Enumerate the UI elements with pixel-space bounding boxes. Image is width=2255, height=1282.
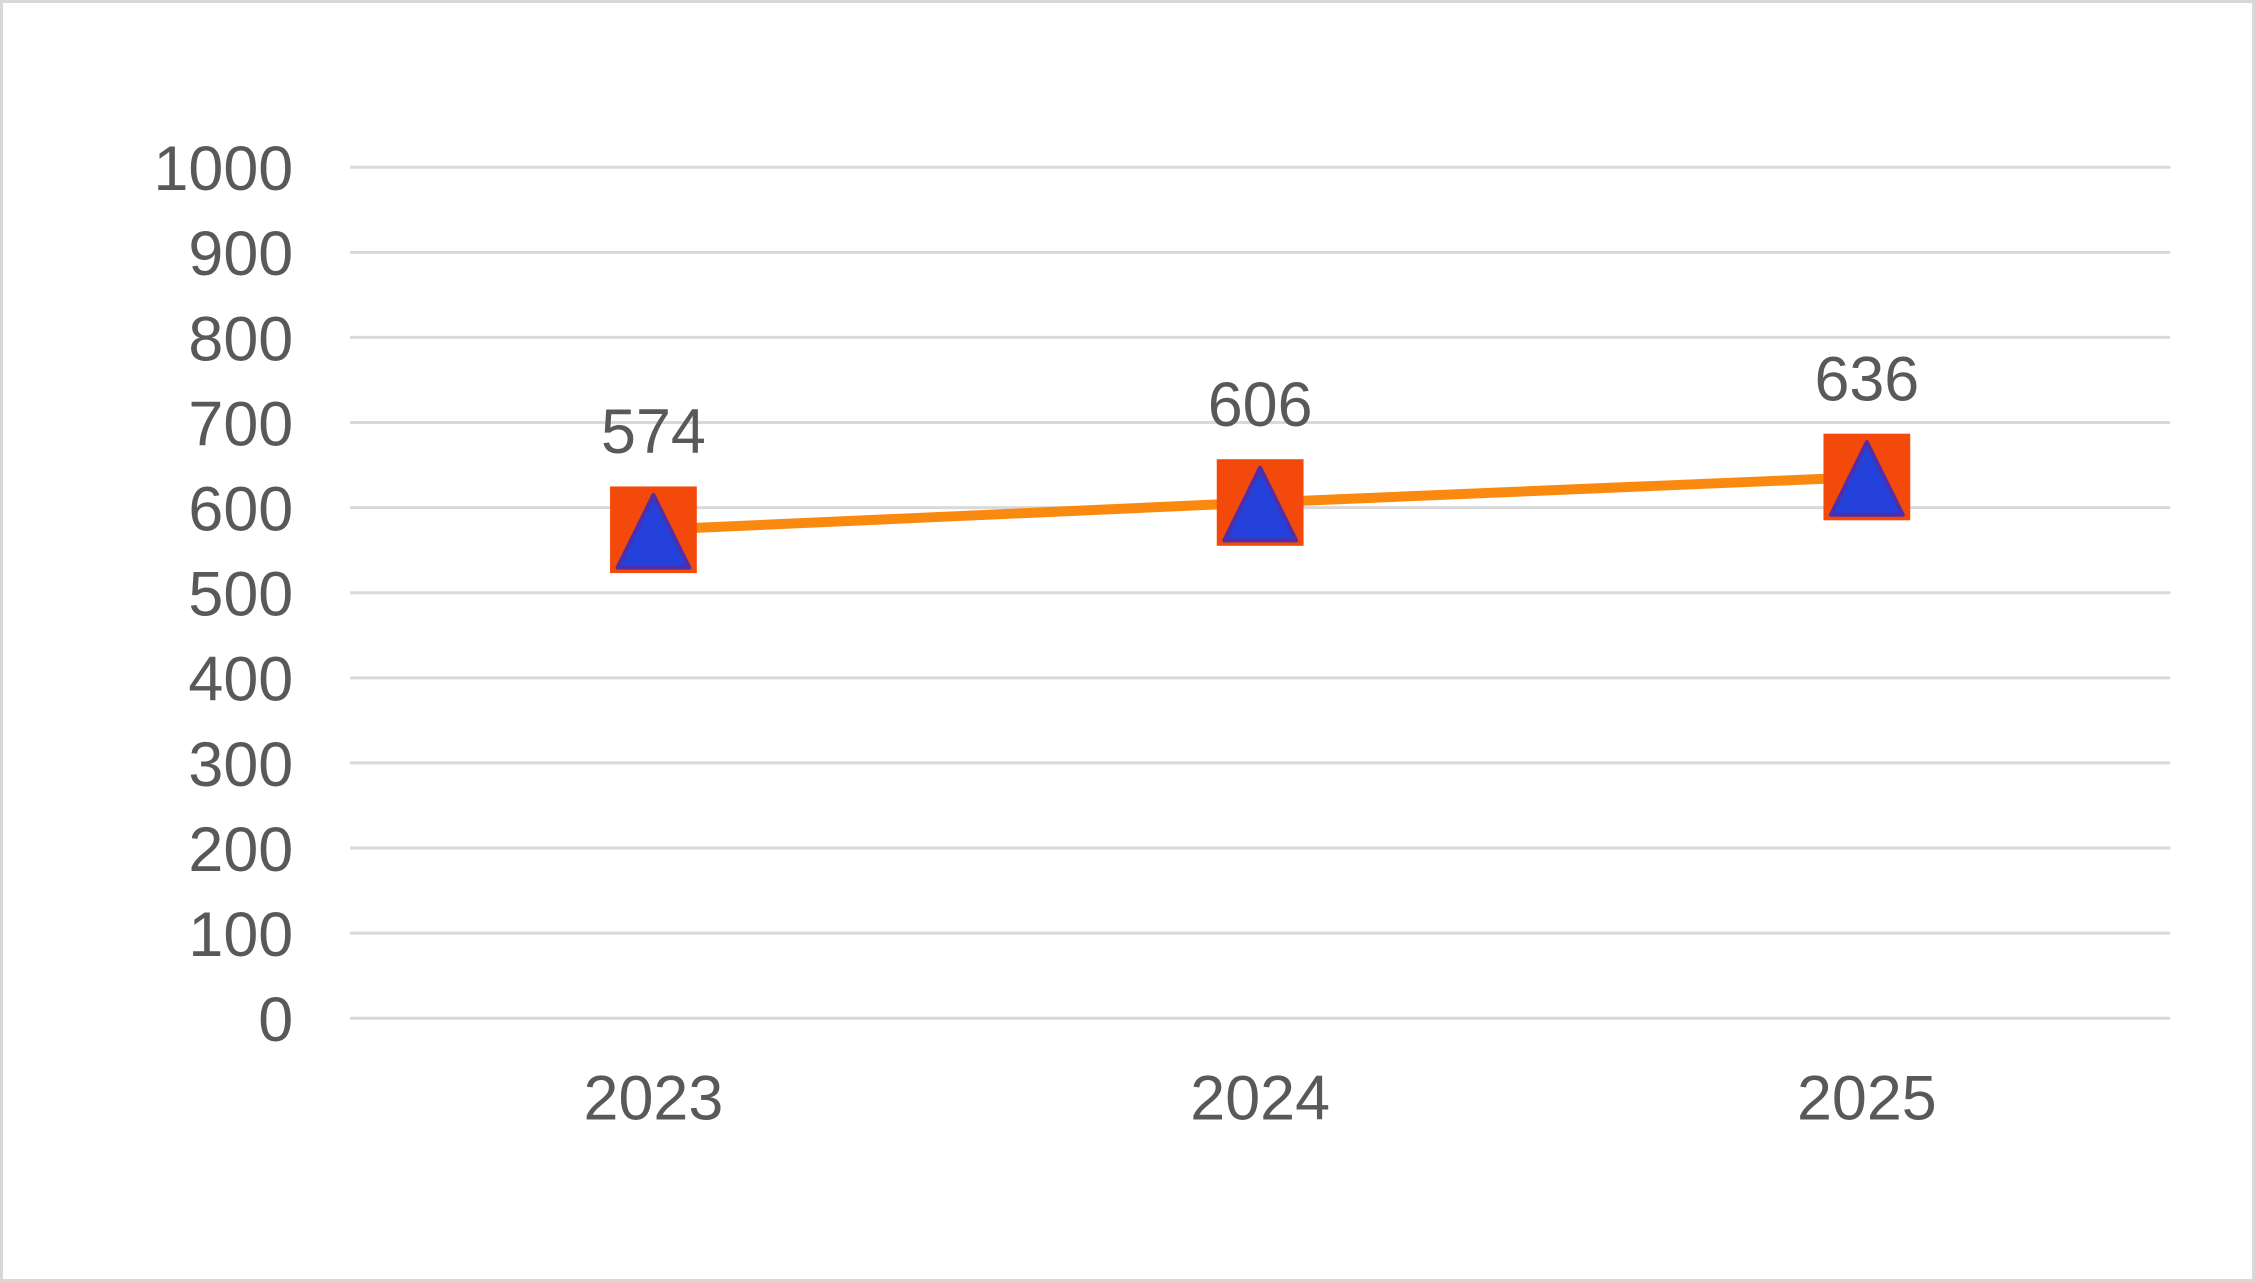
x-tick-label: 2023 — [584, 1064, 724, 1134]
y-tick-label: 300 — [188, 730, 293, 800]
y-tick-label: 800 — [188, 304, 293, 374]
y-tick-label: 900 — [188, 219, 293, 289]
data-point-marker-triangle — [1828, 440, 1905, 517]
data-label: 574 — [601, 397, 706, 467]
y-tick-label: 0 — [258, 985, 293, 1055]
x-tick-label: 2025 — [1797, 1064, 1937, 1134]
y-tick-label: 500 — [188, 560, 293, 630]
y-tick-label: 400 — [188, 645, 293, 715]
y-tick-label: 600 — [188, 475, 293, 545]
line-chart: 0 100 200 300 400 500 600 700 800 900 1000 2023 2024… — [153, 134, 2171, 1134]
data-label: 636 — [1814, 344, 1919, 414]
data-point-marker-triangle — [1222, 465, 1299, 543]
y-tick-label: 700 — [188, 389, 293, 459]
y-tick-label: 100 — [188, 900, 293, 970]
y-tick-label: 1000 — [153, 134, 293, 204]
data-point-marker-triangle — [615, 492, 692, 570]
x-tick-label: 2024 — [1190, 1064, 1330, 1134]
y-tick-label: 200 — [188, 815, 293, 885]
data-label: 606 — [1208, 370, 1313, 440]
